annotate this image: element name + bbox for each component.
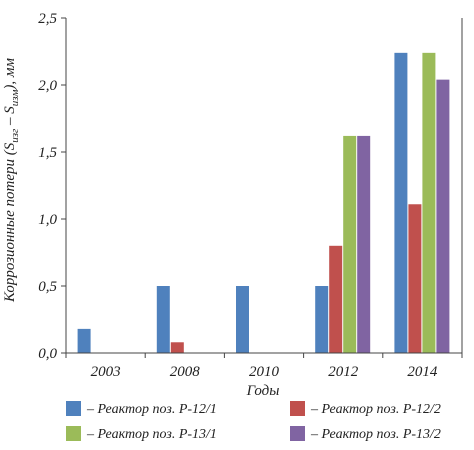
x-tick-label: 2010 [249, 364, 280, 380]
y-axis: 0,0 0,5 1,0 1,5 2,0 2,5 [38, 11, 66, 362]
legend-swatch-2 [290, 401, 305, 416]
y-tick-label: 2,5 [38, 11, 57, 27]
y-tick-label: 0,0 [38, 346, 57, 362]
x-tick-label: 2012 [328, 364, 359, 380]
legend-swatch-4 [290, 426, 305, 441]
y-tick-label: 1,0 [38, 212, 57, 228]
bar-2014-series-4 [436, 79, 450, 353]
x-axis: 2003 2008 2010 2012 2014 [65, 353, 463, 380]
legend-label-4: – Реактор поз. Р-13/2 [310, 427, 441, 442]
bar-2003-series-1 [77, 328, 91, 353]
x-axis-title: Годы [246, 383, 280, 399]
y-axis-title-sub2: изм [9, 90, 21, 107]
plot-frame [65, 18, 463, 354]
legend: – Реактор поз. Р-12/1 – Реактор поз. Р-12… [66, 401, 441, 442]
legend-label-2: – Реактор поз. Р-12/2 [310, 402, 441, 417]
x-tick-label: 2003 [91, 364, 121, 380]
bars [77, 52, 450, 354]
bar-2014-series-3 [422, 52, 436, 354]
legend-swatch-1 [66, 401, 81, 416]
y-tick-label: 1,5 [38, 145, 57, 161]
legend-label-3: – Реактор поз. Р-13/1 [86, 427, 217, 442]
bar-2012-series-3 [343, 135, 357, 353]
y-axis-title-main: Коррозионные потери (S [2, 142, 18, 303]
svg-text:Коррозионные потери (Sизг – Sи: Коррозионные потери (Sизг – Sизм), мм [2, 58, 21, 303]
bar-2012-series-2 [329, 245, 343, 353]
x-tick-label: 2014 [407, 364, 438, 380]
y-axis-title-mid: – S [2, 106, 18, 129]
bar-2012-series-4 [357, 135, 371, 353]
y-axis-title-sub1: изг [9, 128, 21, 143]
bar-2008-series-1 [156, 286, 170, 353]
y-tick-label: 0,5 [38, 279, 57, 295]
bar-2012-series-1 [315, 286, 329, 353]
y-axis-title-end: ), мм [2, 58, 18, 91]
bar-2010-series-1 [236, 286, 249, 353]
y-axis-title: Коррозионные потери (Sизг – Sизм), мм [2, 58, 21, 303]
legend-label-1: – Реактор поз. Р-12/1 [86, 402, 217, 417]
x-tick-label: 2008 [170, 364, 201, 380]
bar-2014-series-2 [408, 204, 422, 353]
bar-2008-series-2 [170, 342, 184, 353]
legend-swatch-3 [66, 426, 81, 441]
y-tick-label: 2,0 [38, 78, 57, 94]
bar-2014-series-1 [394, 52, 408, 354]
